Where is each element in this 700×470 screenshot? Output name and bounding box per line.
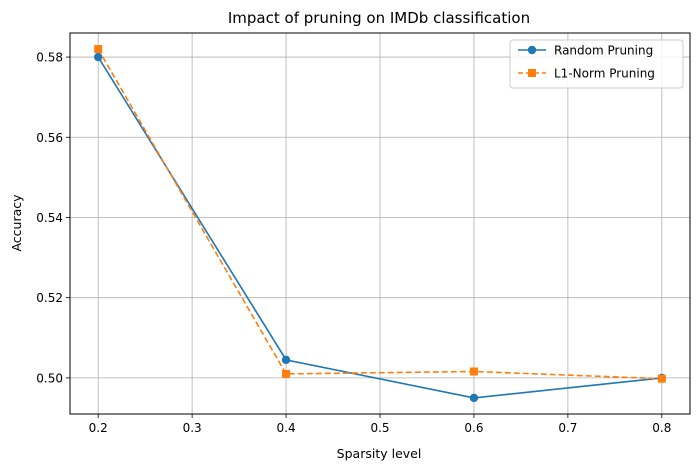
data-point-circle	[93, 52, 103, 62]
x-tick-label: 0.6	[464, 421, 483, 435]
y-tick-label: 0.50	[36, 371, 63, 385]
legend-box	[509, 39, 684, 89]
x-axis: 0.2 0.3 0.4 0.5 0.6 0.7 0.8	[89, 414, 671, 435]
data-point-square	[282, 369, 291, 378]
data-point-circle	[469, 393, 479, 403]
data-point-square	[469, 367, 478, 376]
legend-marker-l1	[528, 69, 536, 77]
series-group	[93, 45, 667, 403]
x-tick-label: 0.3	[183, 421, 202, 435]
data-point-square	[657, 374, 666, 383]
x-axis-label: Sparsity level	[337, 446, 422, 461]
chart-title: Impact of pruning on IMDb classification	[228, 9, 530, 27]
legend: Random Pruning L1-Norm Pruning	[509, 39, 684, 89]
data-point-circle	[281, 355, 291, 365]
y-tick-label: 0.56	[36, 131, 63, 145]
series-line-0	[97, 56, 662, 399]
y-tick-label: 0.58	[36, 51, 63, 65]
x-tick-label: 0.8	[652, 421, 671, 435]
y-axis-label: Accuracy	[9, 194, 24, 252]
series-line-1	[97, 48, 662, 380]
y-tick-label: 0.54	[36, 211, 63, 225]
y-axis: 0.50 0.52 0.54 0.56 0.58	[36, 51, 70, 385]
legend-label-l1: L1-Norm Pruning	[554, 67, 655, 81]
x-tick-label: 0.7	[558, 421, 577, 435]
legend-label-random: Random Pruning	[554, 44, 653, 58]
grid	[70, 33, 690, 414]
legend-marker-random	[527, 45, 537, 55]
x-tick-label: 0.4	[277, 421, 296, 435]
x-tick-label: 0.2	[89, 421, 108, 435]
y-tick-label: 0.52	[36, 291, 63, 305]
data-point-square	[94, 45, 103, 54]
x-tick-label: 0.5	[370, 421, 389, 435]
